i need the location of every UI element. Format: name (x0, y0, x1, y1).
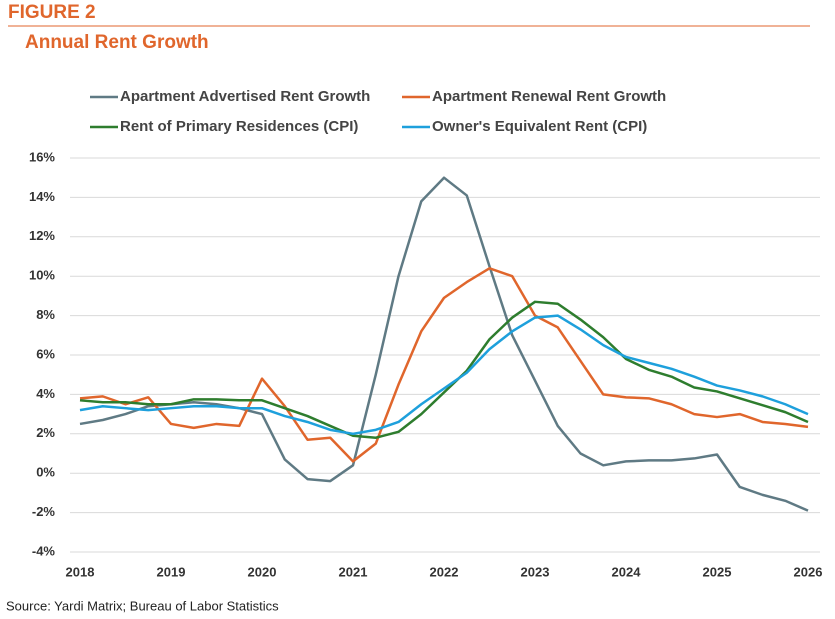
x-tick-label: 2026 (794, 564, 823, 579)
chart-title: Annual Rent Growth (25, 32, 209, 53)
y-tick-label: 10% (29, 268, 55, 283)
y-tick-label: 4% (36, 386, 55, 401)
y-tick-label: 14% (29, 189, 55, 204)
legend-label: Rent of Primary Residences (CPI) (120, 118, 358, 135)
source-note: Source: Yardi Matrix; Bureau of Labor St… (6, 598, 279, 613)
x-tick-label: 2023 (521, 564, 550, 579)
y-tick-label: -4% (32, 543, 56, 558)
y-tick-label: -2% (32, 504, 56, 519)
y-tick-label: 2% (36, 425, 55, 440)
y-tick-label: 0% (36, 465, 55, 480)
legend-label: Apartment Advertised Rent Growth (120, 88, 370, 105)
legend-label: Owner's Equivalent Rent (CPI) (432, 118, 647, 135)
y-tick-label: 8% (36, 307, 55, 322)
y-tick-label: 12% (29, 228, 55, 243)
x-tick-label: 2024 (612, 564, 642, 579)
x-tick-label: 2018 (66, 564, 95, 579)
y-tick-label: 16% (29, 149, 55, 164)
x-tick-label: 2019 (157, 564, 186, 579)
x-tick-label: 2020 (248, 564, 277, 579)
x-tick-label: 2022 (430, 564, 459, 579)
y-tick-label: 6% (36, 346, 55, 361)
series-line (79, 300, 809, 439)
x-tick-label: 2025 (703, 564, 732, 579)
series-line (79, 314, 809, 436)
series-line (79, 267, 809, 463)
figure-label: FIGURE 2 (8, 2, 96, 23)
x-tick-label: 2021 (339, 564, 368, 579)
series-line (79, 176, 809, 512)
legend-label: Apartment Renewal Rent Growth (432, 88, 666, 105)
